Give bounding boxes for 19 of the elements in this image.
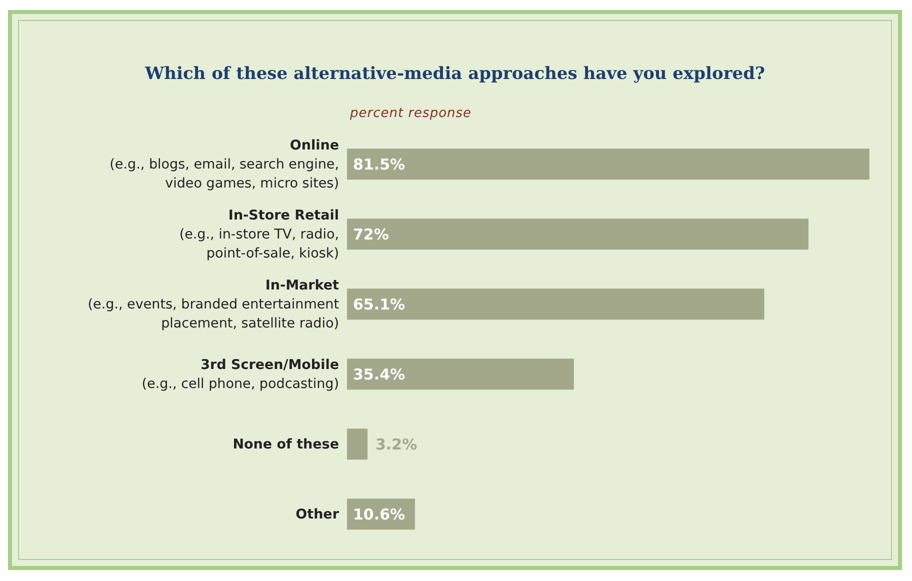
data-label: 81.5% <box>353 155 406 174</box>
bar <box>347 288 764 320</box>
data-label: 10.6% <box>353 505 406 524</box>
data-label: 35.4% <box>353 365 406 384</box>
data-label: 65.1% <box>353 295 406 314</box>
y-tick-label: None of these <box>232 436 339 453</box>
bar <box>347 358 574 390</box>
x-axis-title: percent response <box>350 106 472 121</box>
bar <box>347 428 368 460</box>
y-tick-label: Other <box>296 506 340 523</box>
y-tick-label: Online (e.g., blogs, email, search engine, video games, micro sites) <box>110 138 339 192</box>
y-tick-label: In-Market (e.g., events, branded entertainment placement, satellite radio) <box>88 278 340 332</box>
data-label: 3.2% <box>376 435 418 454</box>
bar <box>347 218 808 250</box>
y-tick-label: In-Store Retail (e.g., in-store TV, radio, point-of-sale, kiosk) <box>179 208 339 262</box>
y-tick-label: 3rd Screen/Mobile (e.g., cell phone, podcasting) <box>142 357 339 392</box>
chart-title: Which of these alternative-media approaches have you explored? <box>144 64 766 84</box>
data-label: 72% <box>353 225 389 244</box>
bar <box>347 148 870 180</box>
